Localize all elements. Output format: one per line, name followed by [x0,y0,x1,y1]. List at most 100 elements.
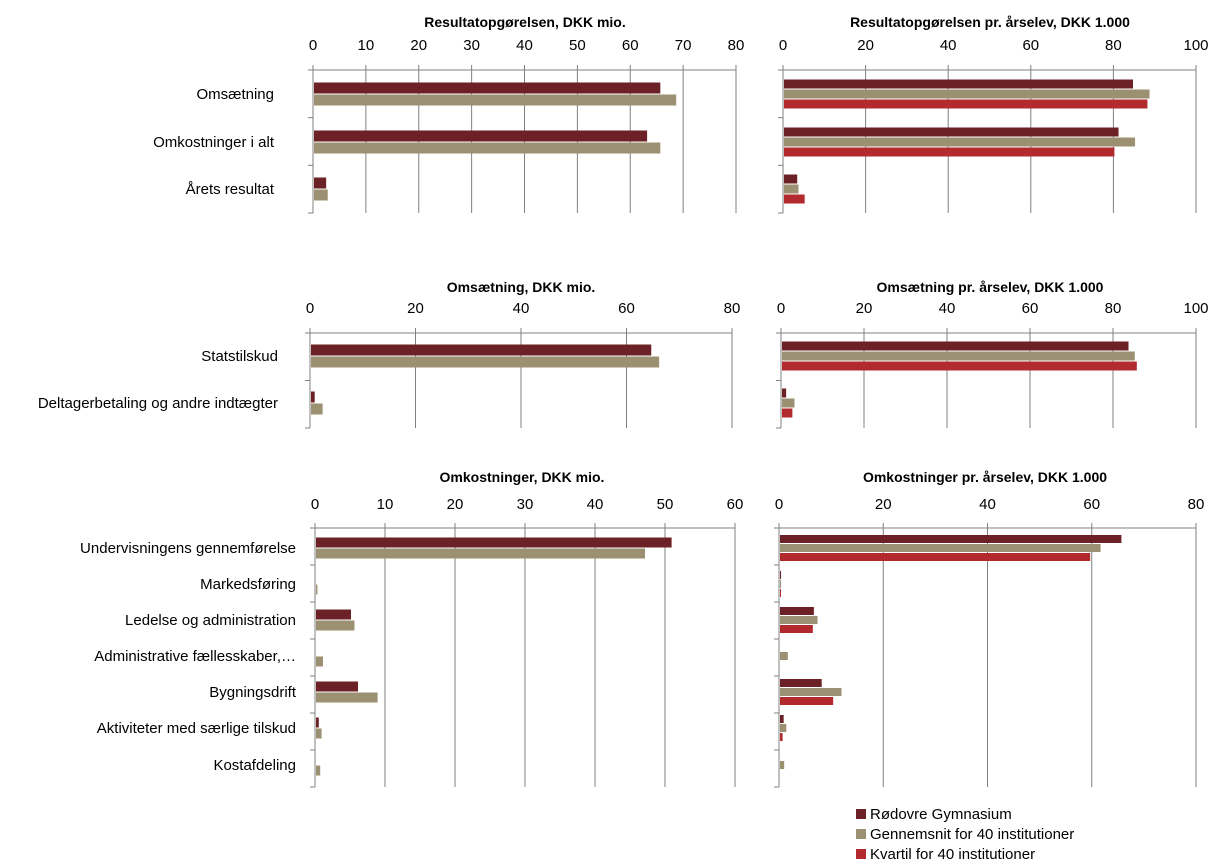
bar-kvartil [784,147,1115,157]
chart-title: Omkostninger, DKK mio. [440,469,605,485]
tick-label: 60 [618,300,635,317]
tick-label: 10 [358,37,375,54]
bar-rodovre [314,130,648,142]
tick-label: 80 [1188,496,1205,513]
category-label: Kostafdeling [213,757,296,774]
bar-gennemsnit [314,94,677,106]
chart-title: Omsætning pr. årselev, DKK 1.000 [877,279,1104,295]
tick-label: 40 [513,300,530,317]
tick-label: 20 [856,300,873,317]
chart-panel-6: Omkostninger pr. årselev, DKK 1.000 0 20 40… [774,469,1205,788]
legend-item-rodovre: Rødovre Gymnasium [856,804,1074,824]
bar-kvartil [782,361,1137,371]
tick-label: 0 [306,300,314,317]
bar-rodovre [316,681,358,692]
bar-rodovre [316,537,672,548]
tick-label: 40 [939,300,956,317]
bar-gennemsnit [316,765,321,776]
legend-label-kvartil: Kvartil for 40 institutioner [870,845,1036,863]
bar-rodovre [311,391,315,403]
tick-label: 30 [463,37,480,54]
bar-gennemsnit [316,692,378,703]
bar-gennemsnit [782,351,1135,361]
category-label: Aktiviteter med særlige tilskud [97,720,296,737]
bar-gennemsnit [784,184,799,194]
bar-kvartil [780,625,813,633]
bar-kvartil [780,589,782,597]
tick-label: 0 [311,496,319,513]
bar-gennemsnit [784,89,1150,99]
category-label: Ledelse og administration [125,612,296,629]
tick-label: 0 [777,300,785,317]
bar-gennemsnit [780,652,788,660]
bar-gennemsnit [782,398,795,408]
bar-kvartil [782,408,793,418]
tick-label: 20 [447,496,464,513]
tick-label: 60 [622,37,639,54]
bar-rodovre [780,571,782,579]
chart-title: Resultatopgørelsen pr. årselev, DKK 1.00… [850,14,1130,30]
bar-gennemsnit [780,616,818,624]
category-label: Omsætning [196,86,274,103]
tick-label: 0 [779,37,787,54]
legend-item-kvartil: Kvartil for 40 institutioner [856,844,1074,864]
category-label: Bygningsdrift [209,684,297,701]
bar-rodovre [311,344,652,356]
bar-rodovre [780,535,1122,543]
chart-panel-3: Omsætning, DKK mio. 0 20 40 60 80 Statstilskud… [38,279,741,429]
bar-gennemsnit [311,403,323,415]
bar-kvartil [780,697,834,705]
category-label: Deltagerbetaling og andre indtægter [38,395,278,412]
tick-label: 70 [675,37,692,54]
tick-label: 40 [940,37,957,54]
bar-rodovre [782,341,1129,351]
chart-panel-5: Omkostninger, DKK mio. 0 10 20 30 40 50 60 Under… [80,469,743,788]
tick-label: 0 [309,37,317,54]
bar-gennemsnit [316,548,645,559]
bar-gennemsnit [780,688,842,696]
tick-label: 60 [1022,300,1039,317]
category-label: Undervisningens gennemførelse [80,540,296,557]
category-label: Statstilskud [201,348,278,365]
tick-label: 80 [724,300,741,317]
tick-label: 50 [657,496,674,513]
legend-swatch-kvartil [856,849,866,859]
tick-label: 40 [516,37,533,54]
chart-panel-2: Resultatopgørelsen pr. årselev, DKK 1.00… [778,14,1209,214]
tick-label: 60 [1083,496,1100,513]
tick-label: 80 [728,37,745,54]
tick-label: 40 [587,496,604,513]
bar-rodovre [780,607,814,615]
category-label: Omkostninger i alt [153,134,275,151]
tick-label: 20 [875,496,892,513]
tick-label: 40 [979,496,996,513]
bar-rodovre [314,177,327,189]
chart-title: Omsætning, DKK mio. [447,279,596,295]
tick-label: 100 [1183,37,1208,54]
legend-label-rodovre: Rødovre Gymnasium [870,805,1012,823]
legend-item-gennemsnit: Gennemsnit for 40 institutioner [856,824,1074,844]
category-label: Administrative fællesskaber,… [94,648,296,665]
tick-label: 60 [1022,37,1039,54]
bar-gennemsnit [780,761,785,769]
bar-gennemsnit [311,356,660,368]
legend-label-gennemsnit: Gennemsnit for 40 institutioner [870,825,1075,843]
bar-rodovre [316,609,351,620]
tick-label: 80 [1105,300,1122,317]
bar-kvartil [784,99,1148,109]
bar-gennemsnit [784,137,1136,147]
bar-rodovre [782,388,787,398]
bar-gennemsnit [780,724,787,732]
legend-swatch-rodovre [856,809,866,819]
tick-label: 100 [1183,300,1208,317]
bar-rodovre [780,679,822,687]
category-label: Markedsføring [200,576,296,593]
bar-rodovre [780,715,784,723]
tick-label: 50 [569,37,586,54]
bar-rodovre [784,79,1133,89]
tick-label: 0 [775,496,783,513]
bar-gennemsnit [316,728,322,739]
tick-label: 30 [517,496,534,513]
tick-label: 20 [857,37,874,54]
